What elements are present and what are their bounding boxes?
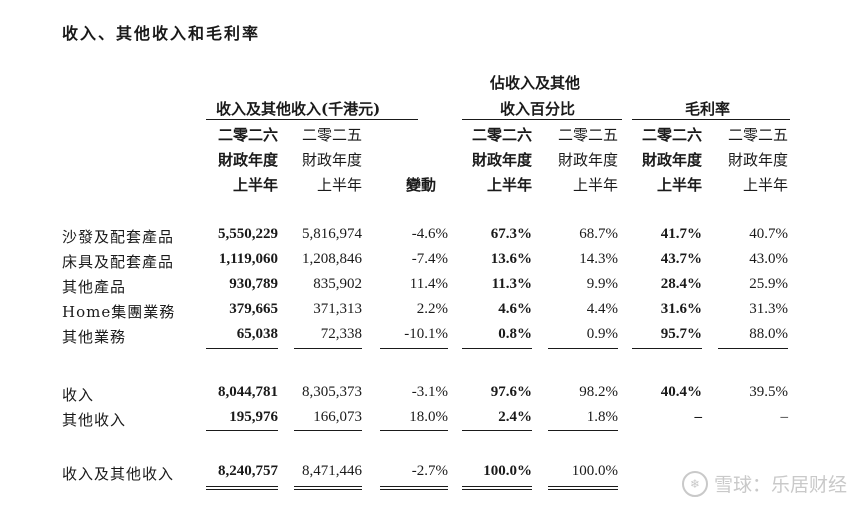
cell-chg: -10.1% bbox=[404, 326, 448, 342]
cell-rev26: 1,119,060 bbox=[218, 251, 278, 267]
cell-pct26: 100.0% bbox=[483, 463, 532, 479]
cell-pct26: 67.3% bbox=[490, 226, 532, 242]
page-title: 收入、其他收入和毛利率 bbox=[62, 24, 261, 43]
year-header-col2-line1: 財政年度 bbox=[471, 151, 532, 169]
revenue-group-header: 收入及其他收入(千港元) bbox=[216, 100, 381, 118]
cell-gm26: 28.4% bbox=[660, 276, 702, 292]
cell-pct26: 4.6% bbox=[498, 301, 532, 317]
year-header-col1-line2: 上半年 bbox=[316, 176, 362, 194]
cell-pct26: 2.4% bbox=[498, 409, 532, 425]
watermark: ❄ 雪球：乐居财经 bbox=[681, 470, 847, 497]
cell-gm26: 43.7% bbox=[660, 251, 702, 267]
cell-pct26: 11.3% bbox=[491, 276, 532, 292]
cell-gm25: – bbox=[780, 409, 789, 425]
cell-rev26: 930,789 bbox=[229, 276, 278, 292]
cell-rev26: 5,550,229 bbox=[218, 226, 278, 242]
row-label: 其他收入 bbox=[62, 411, 127, 429]
cell-pct25: 14.3% bbox=[579, 251, 618, 267]
year-header-col1-line0: 二零二五 bbox=[301, 126, 362, 144]
year-header-col0-line1: 財政年度 bbox=[217, 151, 278, 169]
cell-gm26: 41.7% bbox=[660, 226, 702, 242]
cell-gm25: 88.0% bbox=[749, 326, 788, 342]
year-header-col5-line1: 財政年度 bbox=[727, 151, 788, 169]
cell-rev26: 195,976 bbox=[229, 409, 278, 425]
cell-rev26: 379,665 bbox=[229, 301, 278, 317]
cell-rev25: 835,902 bbox=[313, 276, 362, 292]
row-label: 其他業務 bbox=[62, 328, 127, 346]
cell-pct25: 0.9% bbox=[586, 326, 618, 342]
year-header-col3-line0: 二零二五 bbox=[557, 126, 618, 144]
year-header-col4-line0: 二零二六 bbox=[641, 126, 702, 144]
cell-gm26: – bbox=[694, 409, 703, 425]
year-header-col5-line0: 二零二五 bbox=[727, 126, 788, 144]
cell-pct25: 68.7% bbox=[579, 226, 618, 242]
cell-chg: 2.2% bbox=[416, 301, 448, 317]
cell-pct25: 98.2% bbox=[579, 384, 618, 400]
year-header-col2-line2: 上半年 bbox=[486, 176, 532, 194]
cell-rev25: 166,073 bbox=[313, 409, 362, 425]
snowball-icon: ❄ bbox=[681, 470, 708, 497]
row-label: Home集團業務 bbox=[62, 303, 176, 321]
cell-rev25: 5,816,974 bbox=[302, 226, 362, 242]
cell-gm25: 25.9% bbox=[749, 276, 788, 292]
row-label: 床具及配套產品 bbox=[62, 253, 175, 271]
cell-chg: 11.4% bbox=[409, 276, 448, 292]
cell-chg: -3.1% bbox=[411, 384, 448, 400]
cell-gm25: 43.0% bbox=[749, 251, 788, 267]
cell-pct25: 9.9% bbox=[586, 276, 618, 292]
cell-rev25: 371,313 bbox=[313, 301, 362, 317]
cell-chg: 18.0% bbox=[409, 409, 448, 425]
year-header-col0-line0: 二零二六 bbox=[217, 126, 278, 144]
cell-chg: -4.6% bbox=[411, 226, 448, 242]
year-header-col0-line2: 上半年 bbox=[232, 176, 278, 194]
cell-pct25: 1.8% bbox=[586, 409, 618, 425]
cell-rev26: 8,044,781 bbox=[218, 384, 278, 400]
pct-group-header-line1: 佔收入及其他 bbox=[490, 74, 581, 92]
cell-chg: -7.4% bbox=[411, 251, 448, 267]
year-header-col1-line1: 財政年度 bbox=[301, 151, 362, 169]
row-label: 收入及其他收入 bbox=[62, 465, 175, 483]
cell-gm25: 40.7% bbox=[749, 226, 788, 242]
year-header-col5-line2: 上半年 bbox=[742, 176, 788, 194]
row-label: 沙發及配套產品 bbox=[62, 228, 175, 246]
cell-gm26: 31.6% bbox=[660, 301, 702, 317]
cell-rev26: 65,038 bbox=[236, 326, 278, 342]
margin-group-header: 毛利率 bbox=[685, 100, 731, 118]
cell-pct26: 97.6% bbox=[490, 384, 532, 400]
cell-pct26: 0.8% bbox=[498, 326, 532, 342]
cell-pct26: 13.6% bbox=[490, 251, 532, 267]
cell-chg: -2.7% bbox=[411, 463, 448, 479]
cell-rev25: 8,471,446 bbox=[302, 463, 362, 479]
cell-rev25: 1,208,846 bbox=[302, 251, 362, 267]
change-header: 變動 bbox=[406, 176, 437, 194]
cell-gm26: 40.4% bbox=[660, 384, 702, 400]
year-header-col4-line1: 財政年度 bbox=[641, 151, 702, 169]
year-header-col4-line2: 上半年 bbox=[656, 176, 702, 194]
year-header-col2-line0: 二零二六 bbox=[471, 126, 532, 144]
cell-rev26: 8,240,757 bbox=[218, 463, 278, 479]
row-label: 其他產品 bbox=[62, 278, 127, 296]
cell-gm25: 31.3% bbox=[749, 301, 788, 317]
cell-pct25: 100.0% bbox=[571, 463, 618, 479]
cell-rev25: 72,338 bbox=[320, 326, 362, 342]
pct-group-header-line2: 收入百分比 bbox=[500, 100, 576, 118]
cell-gm25: 39.5% bbox=[749, 384, 788, 400]
year-header-col3-line1: 財政年度 bbox=[557, 151, 618, 169]
year-header-col3-line2: 上半年 bbox=[572, 176, 618, 194]
cell-gm26: 95.7% bbox=[660, 326, 702, 342]
cell-rev25: 8,305,373 bbox=[302, 384, 362, 400]
watermark-text: 雪球：乐居财经 bbox=[713, 474, 847, 496]
cell-pct25: 4.4% bbox=[586, 301, 618, 317]
row-label: 收入 bbox=[62, 386, 95, 404]
